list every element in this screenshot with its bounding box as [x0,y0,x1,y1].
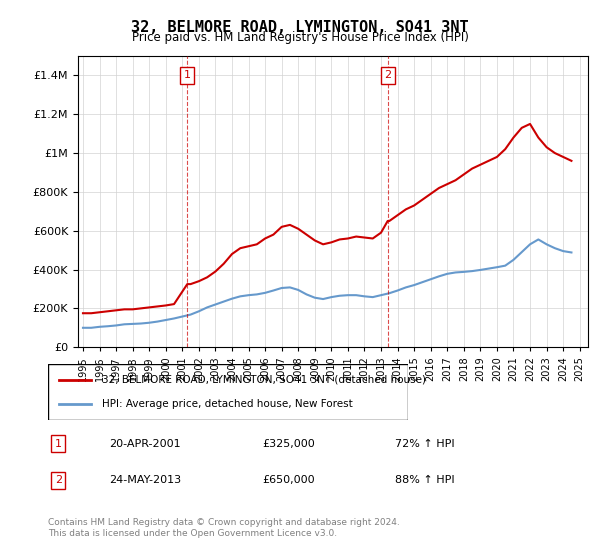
Text: 24-MAY-2013: 24-MAY-2013 [109,475,181,486]
Text: 1: 1 [55,438,62,449]
Text: 88% ↑ HPI: 88% ↑ HPI [395,475,454,486]
Text: 1: 1 [184,71,191,81]
Text: £325,000: £325,000 [262,438,315,449]
Text: 32, BELMORE ROAD, LYMINGTON, SO41 3NT (detached house): 32, BELMORE ROAD, LYMINGTON, SO41 3NT (d… [102,375,426,385]
Text: HPI: Average price, detached house, New Forest: HPI: Average price, detached house, New … [102,399,353,409]
Text: 72% ↑ HPI: 72% ↑ HPI [395,438,454,449]
Text: 32, BELMORE ROAD, LYMINGTON, SO41 3NT: 32, BELMORE ROAD, LYMINGTON, SO41 3NT [131,20,469,35]
Text: 2: 2 [55,475,62,486]
Text: 2: 2 [384,71,391,81]
Text: £650,000: £650,000 [262,475,315,486]
Text: Price paid vs. HM Land Registry's House Price Index (HPI): Price paid vs. HM Land Registry's House … [131,31,469,44]
Text: 20-APR-2001: 20-APR-2001 [109,438,181,449]
Text: Contains HM Land Registry data © Crown copyright and database right 2024.
This d: Contains HM Land Registry data © Crown c… [48,518,400,538]
